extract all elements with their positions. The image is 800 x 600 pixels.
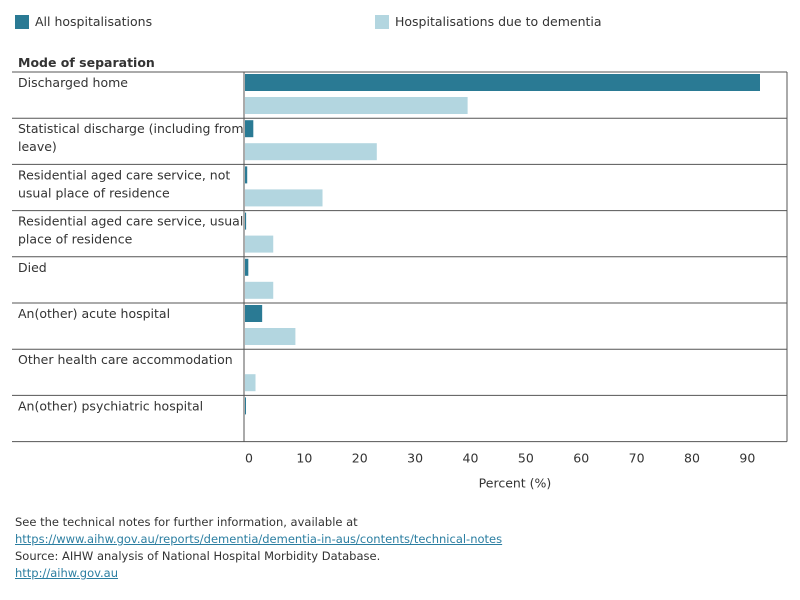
bar-dementia-hospitalisations[interactable] <box>245 143 377 161</box>
bar-dementia-hospitalisations[interactable] <box>245 97 468 114</box>
legend-item-all-hospitalisations[interactable]: All hospitalisations <box>15 14 152 29</box>
legend-item-dementia-hospitalisations[interactable]: Hospitalisations due to dementia <box>375 14 602 29</box>
legend-label-dementia: Hospitalisations due to dementia <box>395 14 602 29</box>
technical-notes-text: See the technical notes for further info… <box>15 515 358 529</box>
category-label: Statistical discharge (including from <box>18 121 244 136</box>
category-label: An(other) acute hospital <box>18 306 170 321</box>
bar-dementia-hospitalisations[interactable] <box>245 374 256 392</box>
bar-all-hospitalisations[interactable] <box>245 397 246 415</box>
bar-chart: Mode of separation Discharged home Statist… <box>12 55 788 491</box>
source-link[interactable]: http://aihw.gov.au <box>15 566 119 580</box>
x-axis-title: Percent (%) <box>479 476 552 491</box>
category-label: usual place of residence <box>18 185 170 200</box>
x-tick-label: 60 <box>573 451 589 466</box>
bar-all-hospitalisations[interactable] <box>245 74 760 91</box>
technical-notes-link[interactable]: https://www.aihw.gov.au/reports/dementia… <box>15 532 503 546</box>
category-label: place of residence <box>18 232 133 247</box>
x-tick-label: 90 <box>739 451 755 466</box>
chart-legend: All hospitalisations Hospitalisations du… <box>0 12 800 34</box>
category-label: leave) <box>18 139 57 154</box>
bar-all-hospitalisations[interactable] <box>245 258 249 276</box>
category-label: Died <box>18 260 47 275</box>
x-tick-label: 0 <box>245 451 253 466</box>
bar-dementia-hospitalisations[interactable] <box>245 235 274 253</box>
bar-dementia-hospitalisations[interactable] <box>245 328 296 345</box>
category-label: Other health care accommodation <box>18 352 233 367</box>
x-tick-label: 20 <box>352 451 368 466</box>
legend-swatch-dementia <box>375 14 389 29</box>
row-header: Mode of separation <box>18 55 155 70</box>
x-tick-label: 40 <box>463 451 479 466</box>
bar-dementia-hospitalisations[interactable] <box>245 281 274 299</box>
bar-dementia-hospitalisations[interactable] <box>245 189 323 207</box>
bar-all-hospitalisations[interactable] <box>245 305 263 322</box>
bar-all-hospitalisations[interactable] <box>245 166 248 184</box>
x-tick-label: 10 <box>296 451 312 466</box>
category-label: Residential aged care service, not <box>18 167 230 182</box>
x-tick-label: 70 <box>629 451 645 466</box>
footer-notes: See the technical notes for further info… <box>15 514 502 582</box>
bar-all-hospitalisations[interactable] <box>245 120 254 138</box>
category-label: An(other) psychiatric hospital <box>18 398 203 413</box>
x-tick-label: 30 <box>407 451 423 466</box>
legend-label-all: All hospitalisations <box>35 14 153 29</box>
legend-swatch-all <box>15 14 29 29</box>
source-text: Source: AIHW analysis of National Hospit… <box>15 549 381 563</box>
category-label: Residential aged care service, usual <box>18 214 243 229</box>
bar-all-hospitalisations[interactable] <box>245 212 247 230</box>
x-tick-label: 50 <box>518 451 534 466</box>
x-tick-label: 80 <box>684 451 700 466</box>
category-label: Discharged home <box>18 75 128 90</box>
